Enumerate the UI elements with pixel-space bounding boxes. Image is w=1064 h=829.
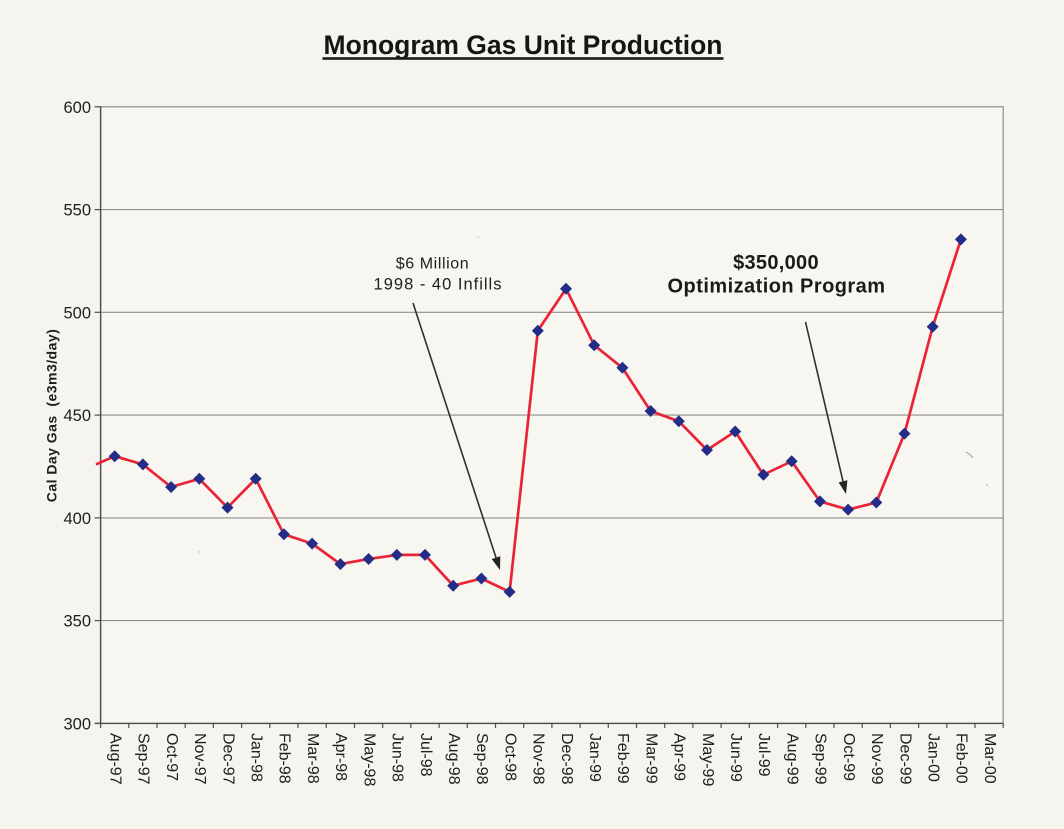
svg-text:Jul-99: Jul-99 [755, 733, 772, 777]
svg-text:500: 500 [63, 304, 91, 322]
svg-text:Sep-98: Sep-98 [473, 733, 490, 785]
svg-text:Mar-99: Mar-99 [642, 733, 659, 784]
svg-text:Jun-99: Jun-99 [727, 733, 744, 782]
svg-text:Mar-00: Mar-00 [981, 733, 998, 784]
svg-text:Optimization Program: Optimization Program [668, 276, 886, 298]
svg-text:May-99: May-99 [699, 733, 716, 786]
svg-text:$350,000: $350,000 [733, 252, 819, 274]
svg-text:Nov-97: Nov-97 [191, 733, 208, 785]
svg-text:Sep-99: Sep-99 [812, 733, 829, 785]
svg-text:May-98: May-98 [360, 733, 377, 786]
svg-text:600: 600 [63, 99, 91, 117]
svg-text:300: 300 [63, 715, 91, 733]
svg-text:Jan-99: Jan-99 [586, 733, 603, 782]
svg-text:Oct-99: Oct-99 [840, 733, 857, 781]
svg-text:Feb-99: Feb-99 [614, 733, 631, 784]
svg-text:Feb-98: Feb-98 [276, 733, 293, 784]
svg-text:Apr-98: Apr-98 [332, 733, 349, 781]
svg-text:Mar-98: Mar-98 [304, 733, 321, 784]
svg-text:Jan-00: Jan-00 [925, 733, 942, 782]
svg-text:Apr-99: Apr-99 [671, 733, 688, 781]
svg-text:Cal Day Gas (e3m3/day): Cal Day Gas (e3m3/day) [44, 329, 60, 502]
svg-text:$6 Million: $6 Million [396, 256, 470, 273]
svg-text:Aug-97: Aug-97 [107, 733, 124, 785]
svg-text:Sep-97: Sep-97 [135, 733, 152, 785]
svg-text:Oct-97: Oct-97 [163, 733, 180, 781]
svg-text:Jan-98: Jan-98 [248, 733, 265, 782]
svg-text:450: 450 [63, 407, 91, 425]
svg-text:400: 400 [63, 510, 91, 528]
svg-text:Dec-98: Dec-98 [558, 733, 575, 785]
svg-text:550: 550 [63, 202, 91, 220]
svg-text:Feb-00: Feb-00 [953, 733, 970, 784]
svg-text:Aug-98: Aug-98 [445, 733, 462, 785]
svg-text:Nov-98: Nov-98 [530, 733, 547, 785]
svg-text:Oct-98: Oct-98 [501, 733, 518, 781]
svg-text:Jul-98: Jul-98 [417, 733, 434, 777]
svg-text:Dec-99: Dec-99 [896, 733, 913, 785]
svg-text:Jun-98: Jun-98 [389, 733, 406, 782]
svg-text:Nov-99: Nov-99 [868, 733, 885, 785]
svg-text:1998 - 40 Infills: 1998 - 40 Infills [374, 276, 503, 294]
svg-text:Aug-99: Aug-99 [784, 733, 801, 785]
svg-text:Monogram Gas Unit Production: Monogram Gas Unit Production [324, 30, 723, 60]
svg-text:Dec-97: Dec-97 [219, 733, 236, 785]
svg-text:350: 350 [63, 613, 91, 631]
